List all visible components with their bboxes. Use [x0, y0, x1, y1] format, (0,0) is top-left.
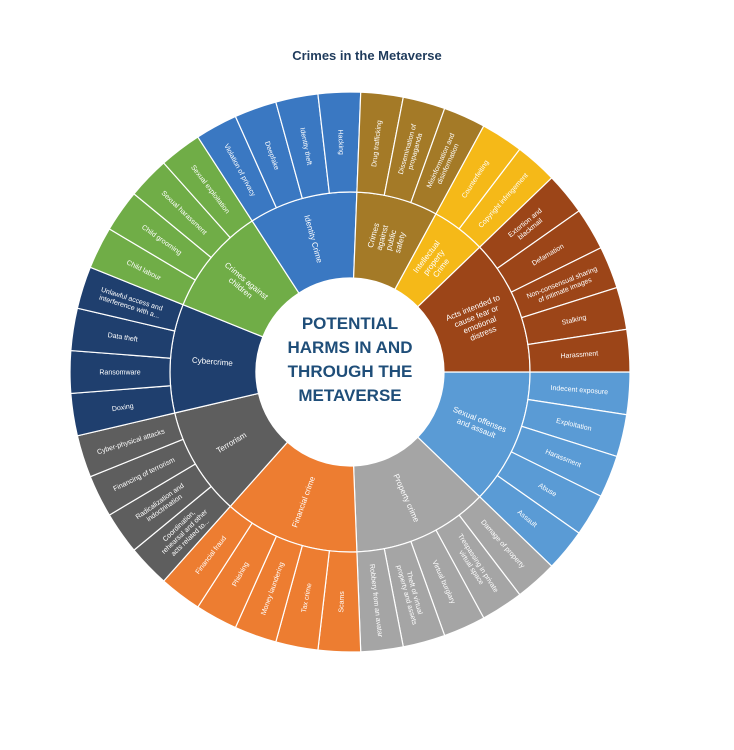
- item-label: Harassment: [560, 350, 598, 360]
- center-disc: [256, 278, 444, 466]
- item-label: Data theft: [107, 332, 138, 344]
- diagram-title: Crimes in the Metaverse: [292, 48, 442, 63]
- item-label: Doxing: [112, 403, 135, 413]
- item-segment: [527, 328, 631, 373]
- center-line: METAVERSE: [298, 386, 402, 405]
- item-label: Ransomware: [99, 369, 140, 376]
- item-label: Indecent exposure: [550, 385, 608, 396]
- center-line: THROUGH THE: [287, 362, 413, 381]
- center-line: POTENTIAL: [301, 314, 399, 333]
- category-label: Cybercrime: [192, 356, 234, 368]
- item-label: Hacking: [336, 129, 344, 155]
- item-label: Scams: [338, 591, 346, 613]
- center-label: POTENTIAL HARMS IN AND THROUGH THE METAV…: [265, 312, 435, 408]
- center-line: HARMS IN AND: [287, 338, 413, 357]
